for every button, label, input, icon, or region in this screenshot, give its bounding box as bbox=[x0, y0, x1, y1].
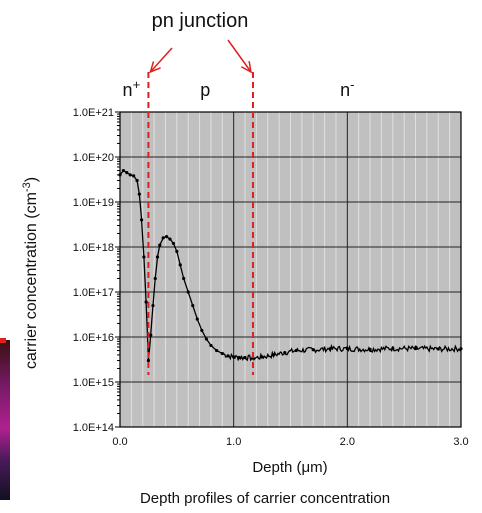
data-point bbox=[204, 337, 208, 341]
data-point bbox=[146, 358, 151, 363]
y-tick-label: 1.0E+17 bbox=[73, 287, 114, 299]
data-point bbox=[345, 347, 349, 351]
data-point bbox=[226, 354, 230, 358]
data-point bbox=[220, 351, 224, 356]
y-tick-label: 1.0E+18 bbox=[73, 242, 114, 254]
data-point bbox=[121, 168, 126, 173]
x-tick-label: 0.0 bbox=[112, 436, 127, 448]
data-point bbox=[135, 178, 139, 183]
data-point bbox=[209, 343, 213, 348]
data-point bbox=[161, 236, 165, 240]
region-label-superscript: + bbox=[133, 77, 141, 92]
data-point bbox=[191, 303, 195, 308]
series-layer bbox=[118, 168, 463, 363]
region-label-superscript: - bbox=[350, 77, 354, 92]
data-point bbox=[311, 348, 315, 352]
y-axis-label-close: ) bbox=[23, 177, 40, 182]
y-tick-label: 1.0E+15 bbox=[73, 377, 114, 389]
data-point bbox=[195, 317, 199, 321]
chart-caption: Depth profiles of carrier concentration bbox=[140, 490, 390, 507]
data-point bbox=[153, 276, 157, 281]
data-point bbox=[200, 328, 204, 333]
x-tick-label: 1.0 bbox=[226, 436, 241, 448]
data-point bbox=[260, 355, 264, 359]
arrow-head bbox=[240, 61, 252, 74]
data-point bbox=[182, 276, 186, 281]
left-edge-red-mark bbox=[0, 338, 6, 343]
data-point bbox=[436, 347, 440, 351]
y-tick-label: 1.0E+19 bbox=[73, 197, 114, 209]
junction-arrow-right bbox=[227, 39, 252, 74]
data-point bbox=[118, 173, 122, 177]
y-tick-label: 1.0E+20 bbox=[73, 152, 114, 164]
data-point bbox=[165, 235, 169, 239]
y-tick-label: 1.0E+14 bbox=[73, 422, 114, 434]
x-tick-label: 3.0 bbox=[453, 436, 468, 448]
data-point bbox=[186, 290, 190, 294]
minor-grid bbox=[120, 112, 461, 427]
plot-frame bbox=[115, 111, 462, 428]
data-point bbox=[168, 237, 172, 241]
x-axis-label: Depth (μm) bbox=[252, 459, 327, 476]
arrow-shaft bbox=[149, 47, 173, 73]
region-label: p bbox=[200, 80, 210, 100]
data-point bbox=[232, 355, 236, 359]
data-point bbox=[158, 243, 162, 247]
data-point bbox=[294, 348, 298, 353]
data-point bbox=[137, 192, 141, 196]
data-point bbox=[155, 255, 160, 259]
data-point bbox=[413, 347, 418, 351]
data-point bbox=[237, 355, 241, 360]
y-tick-label: 1.0E+16 bbox=[73, 332, 114, 344]
left-edge-photo-strip bbox=[0, 340, 10, 500]
annotation-layer: pn junction n+ p n- bbox=[123, 10, 355, 375]
region-label: n- bbox=[340, 77, 354, 100]
junction-arrow-left bbox=[149, 47, 173, 74]
data-point bbox=[144, 300, 148, 304]
x-tick-label: 2.0 bbox=[340, 436, 355, 448]
data-point bbox=[171, 241, 176, 246]
junction-label: pn junction bbox=[152, 10, 249, 32]
y-axis-label: carrier concentration (cm-3) bbox=[21, 177, 40, 369]
data-point bbox=[328, 347, 332, 351]
x-axis-label-unit: μm bbox=[302, 459, 323, 476]
data-point bbox=[125, 171, 129, 175]
data-point bbox=[142, 255, 146, 259]
data-point bbox=[368, 347, 372, 352]
data-point bbox=[178, 263, 182, 267]
data-point bbox=[151, 303, 155, 308]
data-point bbox=[149, 333, 153, 337]
data-point bbox=[128, 173, 132, 177]
arrow-head bbox=[149, 61, 161, 74]
y-axis-label-exponent: -3 bbox=[21, 182, 33, 192]
region-label: n+ bbox=[123, 77, 141, 100]
arrow-shaft bbox=[227, 39, 252, 73]
data-point bbox=[391, 346, 395, 350]
x-axis-label-close: ) bbox=[323, 459, 328, 476]
y-tick-labels: 1.0E+21 1.0E+20 1.0E+19 1.0E+18 1.0E+17 1.0E+… bbox=[73, 107, 114, 434]
data-point bbox=[271, 353, 276, 357]
plot-border bbox=[119, 111, 462, 428]
data-point bbox=[243, 355, 247, 360]
data-point bbox=[139, 218, 144, 222]
x-tick-labels: 0.0 1.0 2.0 3.0 bbox=[112, 436, 468, 448]
data-point bbox=[459, 347, 463, 351]
data-point bbox=[175, 249, 179, 253]
data-point bbox=[132, 174, 136, 178]
data-point bbox=[283, 351, 287, 355]
y-tick-label: 1.0E+21 bbox=[73, 107, 114, 119]
data-point bbox=[215, 348, 219, 353]
